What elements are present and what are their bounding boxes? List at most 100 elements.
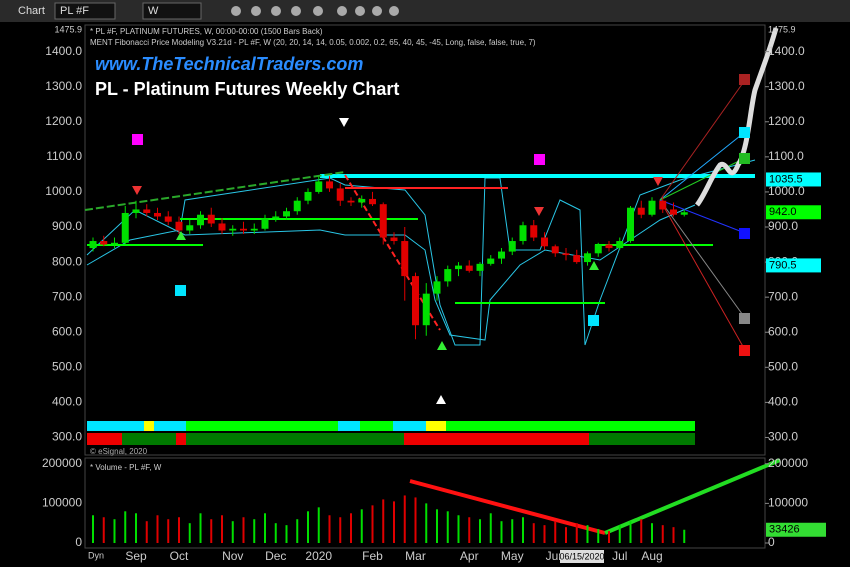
symbol-box[interactable] <box>54 2 116 20</box>
icon[interactable] <box>372 6 382 16</box>
volume-bar <box>102 517 105 543</box>
volume-bar <box>436 509 438 543</box>
candle-body <box>218 223 226 231</box>
icon[interactable] <box>337 6 347 16</box>
volume-bar <box>124 511 127 543</box>
interval[interactable]: W <box>148 5 159 17</box>
strip <box>87 421 144 431</box>
level-box <box>766 258 821 273</box>
volume-bar <box>511 519 514 543</box>
y-tick-label: 900.0 <box>52 219 82 233</box>
y-tick-label: 200000 <box>42 456 82 470</box>
candle-body <box>648 200 656 215</box>
x-tick-label: May <box>501 549 524 563</box>
y-tick-label: 1400.0 <box>45 44 82 58</box>
y-tick-label: 1100.0 <box>46 149 82 163</box>
candle-body <box>433 281 441 294</box>
volume-bar <box>661 525 664 543</box>
symbol[interactable]: PL #F <box>60 5 89 17</box>
volume-bar <box>285 525 288 543</box>
x-tick-label: Mar <box>405 549 426 563</box>
candle-body <box>358 198 366 203</box>
y-tick-label: 0 <box>768 535 775 549</box>
candle-body <box>164 216 172 222</box>
x-tick-label: Nov <box>222 549 243 563</box>
candle-body <box>401 241 409 277</box>
y-tick-label: 200000 <box>768 456 808 470</box>
candle-body <box>336 188 344 201</box>
candle-body <box>616 241 624 249</box>
strip <box>404 433 589 445</box>
toolbar <box>0 0 850 22</box>
y-tick-label: 500.0 <box>52 359 82 373</box>
icon[interactable] <box>389 6 399 16</box>
volume-bar <box>586 525 589 543</box>
icon[interactable] <box>271 6 281 16</box>
volume-bar <box>403 495 406 543</box>
marker <box>739 313 750 324</box>
volume-bar <box>350 513 352 543</box>
y-tick-label: 800.0 <box>52 254 82 268</box>
study-line: * PL #F, PLATINUM FUTURES, W, 00:00-00:0… <box>90 27 323 36</box>
y-tick-label: 1300.0 <box>768 79 805 93</box>
y-tick-label: 1200.0 <box>768 114 805 128</box>
y-tick-label: 500.0 <box>768 359 798 373</box>
candle-body <box>272 216 280 219</box>
candle-body <box>498 251 505 259</box>
volume-bar <box>575 523 578 543</box>
triangle <box>534 207 544 216</box>
volume-bar <box>156 515 159 543</box>
cursor-date: 06/15/2020 <box>559 551 604 561</box>
volume-bar <box>242 517 245 543</box>
icon[interactable] <box>355 6 365 16</box>
volume-bar <box>382 499 385 543</box>
volume-bar <box>554 521 557 543</box>
marker <box>739 127 750 138</box>
icon[interactable] <box>291 6 301 16</box>
triangle <box>176 231 186 240</box>
triangle <box>132 186 142 195</box>
mode[interactable]: Dyn <box>88 550 104 560</box>
y-tick-label: 1400.0 <box>768 44 805 58</box>
fib-line <box>659 199 746 234</box>
x-tick-label: Sep <box>125 549 147 563</box>
volume-bar <box>135 513 137 543</box>
interval-box[interactable] <box>142 2 202 20</box>
watermark: www.TheTechnicalTraders.com <box>95 54 363 74</box>
volume-bar <box>414 497 417 543</box>
candle-body <box>369 198 376 205</box>
icon[interactable] <box>313 6 323 16</box>
y-tick-label: 0 <box>75 535 82 549</box>
volume-bar <box>597 529 600 543</box>
volume-bar <box>393 501 395 543</box>
window-title: Chart <box>18 5 45 17</box>
candle-body <box>670 209 677 215</box>
strip <box>176 433 186 445</box>
y-tick-label: 300.0 <box>52 430 82 444</box>
volume-bar <box>543 525 546 543</box>
volume-bar <box>683 529 686 543</box>
y-tick-label: 1100.0 <box>768 149 804 163</box>
candle-body <box>379 204 387 238</box>
candle-body <box>240 228 247 231</box>
y-tick-label: 700.0 <box>768 289 798 303</box>
candle-body <box>637 207 645 215</box>
volume-bar <box>264 513 266 543</box>
strip <box>87 433 122 445</box>
icon[interactable] <box>251 6 261 16</box>
volume-bar <box>188 523 191 543</box>
volume-bar <box>92 515 94 543</box>
candle-body <box>605 244 613 249</box>
y-tick-label: 100000 <box>768 496 808 510</box>
volume-trend <box>409 458 781 535</box>
candle-body <box>207 214 215 224</box>
candle-body <box>315 181 323 192</box>
candle-body <box>627 207 634 242</box>
level-label: 1035.5 <box>769 173 803 185</box>
x-tick-label: Aug <box>641 549 662 563</box>
fib-line <box>659 79 746 201</box>
marker <box>739 345 750 356</box>
icon[interactable] <box>231 6 241 16</box>
